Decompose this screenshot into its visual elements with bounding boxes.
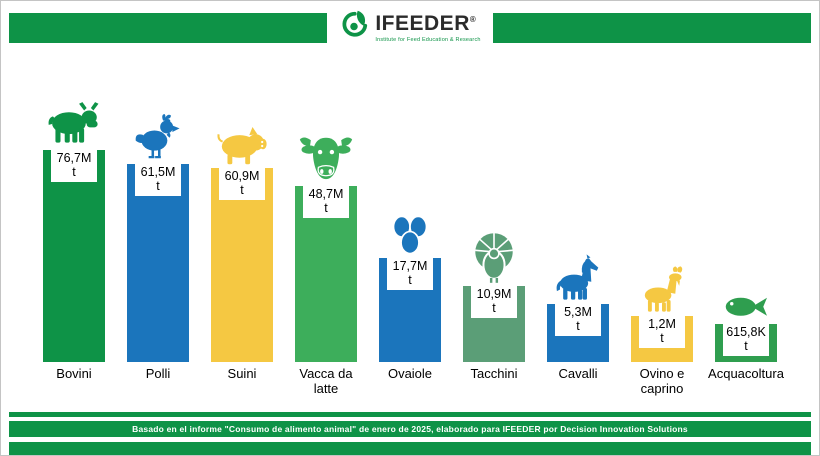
bar: 10,9M t <box>463 286 525 362</box>
value-unit: t <box>660 331 664 346</box>
value-amount: 10,9M <box>476 287 512 301</box>
bar-column: 615,8K t Acquacoltura <box>706 291 786 400</box>
bar: 5,3M t <box>547 304 609 362</box>
bar-column: 60,9M t Suini <box>202 123 282 400</box>
bar: 61,5M t <box>127 164 189 362</box>
footer: Basado en el informe "Consumo de aliment… <box>9 412 811 455</box>
value-label: 1,2M t <box>639 316 685 348</box>
bar-column: 17,7M t Ovaiole <box>370 215 450 400</box>
category-label: Cavalli <box>558 366 598 381</box>
value-amount: 17,7M <box>392 259 428 273</box>
value-label: 60,9M t <box>219 168 265 200</box>
value-unit: t <box>324 201 328 216</box>
category-label: Vacca da latte <box>299 366 353 396</box>
category-label: Suini <box>227 366 257 381</box>
category-label: Tacchini <box>470 366 518 381</box>
value-unit: t <box>576 319 580 334</box>
value-unit: t <box>744 339 748 354</box>
cow-face-icon <box>299 133 353 183</box>
bar-column: 48,7M t Vacca da latte <box>286 133 366 400</box>
bar: 60,9M t <box>211 168 273 362</box>
value-amount: 615,8K <box>726 325 766 339</box>
value-amount: 61,5M <box>140 165 176 179</box>
header: IFEEDER® Institute for Feed Education & … <box>9 10 812 45</box>
value-amount: 76,7M <box>56 151 92 165</box>
category-label: Bovini <box>56 366 92 381</box>
category-label: Ovino e caprino <box>639 366 685 396</box>
ifeeder-logo-icon <box>339 10 369 45</box>
bar: 1,2M t <box>631 316 693 362</box>
value-label: 5,3M t <box>555 304 601 336</box>
bar-column: 61,5M t Polli <box>118 113 198 400</box>
value-unit: t <box>408 273 412 288</box>
footer-bar-bottom <box>9 442 811 455</box>
value-label: 76,7M t <box>51 150 97 182</box>
bar-column: 5,3M t Cavalli <box>538 253 618 400</box>
logo-wordmark: IFEEDER® <box>375 11 477 35</box>
bar-column: 1,2M t Ovino e caprino <box>622 265 702 400</box>
value-unit: t <box>240 183 244 198</box>
footer-divider-top <box>9 412 811 417</box>
bar-column: 10,9M t Tacchini <box>454 229 534 400</box>
header-bar-left <box>9 12 328 43</box>
goat-icon <box>637 265 687 313</box>
header-bar-right <box>492 12 812 43</box>
value-label: 17,7M t <box>387 258 433 290</box>
turkey-icon <box>468 229 520 283</box>
category-label: Polli <box>145 366 171 381</box>
chicken-icon <box>135 113 181 161</box>
fish-icon <box>722 291 770 321</box>
value-label: 615,8K t <box>723 324 769 356</box>
category-label: Acquacoltura <box>708 366 784 381</box>
value-label: 10,9M t <box>471 286 517 318</box>
eggs-icon <box>388 215 432 255</box>
pig-icon <box>216 123 268 165</box>
value-amount: 60,9M <box>224 169 260 183</box>
value-amount: 1,2M <box>648 317 676 331</box>
bar: 615,8K t <box>715 324 777 362</box>
bar-column: 76,7M t Bovini <box>34 101 114 400</box>
value-amount: 48,7M <box>308 187 344 201</box>
cow-icon <box>47 101 101 147</box>
value-amount: 5,3M <box>564 305 592 319</box>
footer-source-band: Basado en el informe "Consumo de aliment… <box>9 421 811 437</box>
ifeeder-logo: IFEEDER® Institute for Feed Education & … <box>327 10 492 45</box>
bar: 17,7M t <box>379 258 441 362</box>
category-label: Ovaiole <box>387 366 433 381</box>
logo-tagline: Institute for Feed Education & Research <box>375 36 481 43</box>
footer-source-text: Basado en el informe "Consumo de aliment… <box>132 424 688 434</box>
bar: 76,7M t <box>43 150 105 362</box>
horse-icon <box>553 253 603 301</box>
value-unit: t <box>72 165 76 180</box>
value-label: 48,7M t <box>303 186 349 218</box>
value-unit: t <box>156 179 160 194</box>
bar-chart: 76,7M t Bovini 61,5M t Polli 60,9M <box>1 101 819 400</box>
value-label: 61,5M t <box>135 164 181 196</box>
bar: 48,7M t <box>295 186 357 362</box>
ifeeder-logo-text: IFEEDER® Institute for Feed Education & … <box>375 13 480 43</box>
value-unit: t <box>492 301 496 316</box>
